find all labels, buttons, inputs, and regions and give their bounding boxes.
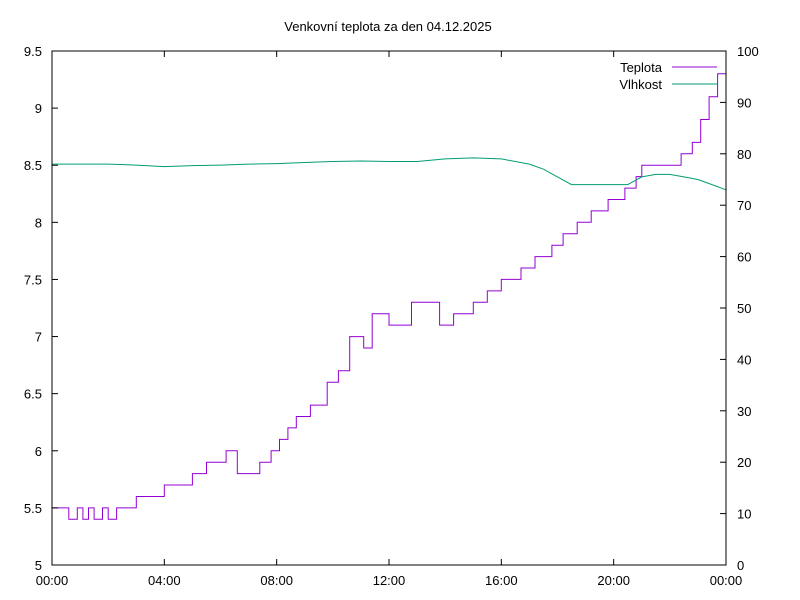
y2-tick-label: 70 (737, 198, 751, 213)
y-tick-label: 5 (35, 558, 42, 573)
series-line-teplota (52, 51, 727, 520)
legend-label-teplota: Teplota (620, 60, 663, 75)
y2-tick-label: 30 (737, 404, 751, 419)
y2-tick-label: 50 (737, 301, 751, 316)
y2-tick-label: 0 (737, 558, 744, 573)
x-tick-label: 08:00 (260, 573, 293, 588)
y-tick-label: 6.5 (24, 387, 42, 402)
legend: Teplota Vlhkost (619, 60, 717, 92)
y-tick-label: 9.5 (24, 44, 42, 59)
y-tick-label: 6 (35, 444, 42, 459)
axes-layer: 00:00 04:00 08:00 12:00 16:00 20:00 00:0055.56… (24, 44, 759, 588)
x-tick-label: 20:00 (597, 573, 630, 588)
y2-tick-label: 40 (737, 352, 751, 367)
y2-tick-label: 100 (737, 44, 759, 59)
chart-title: Venkovní teplota za den 04.12.2025 (284, 19, 491, 34)
y2-tick-label: 80 (737, 147, 751, 162)
series-line-vlhkost (52, 157, 727, 191)
x-tick-label: 04:00 (148, 573, 181, 588)
x-tick-label: 16:00 (485, 573, 518, 588)
y-tick-label: 8.5 (24, 158, 42, 173)
x-tick-label: 00:00 (36, 573, 69, 588)
series-layer (52, 51, 727, 520)
y-tick-label: 7 (35, 330, 42, 345)
y2-tick-label: 90 (737, 95, 751, 110)
y-tick-label: 5.5 (24, 501, 42, 516)
y-tick-label: 9 (35, 101, 42, 116)
y2-tick-label: 20 (737, 455, 751, 470)
x-tick-label: 00:00 (710, 573, 743, 588)
y2-tick-label: 60 (737, 250, 751, 265)
y2-tick-label: 10 (737, 507, 751, 522)
y-tick-label: 7.5 (24, 272, 42, 287)
x-tick-label: 12:00 (373, 573, 406, 588)
legend-label-vlhkost: Vlhkost (619, 77, 662, 92)
y-tick-label: 8 (35, 215, 42, 230)
